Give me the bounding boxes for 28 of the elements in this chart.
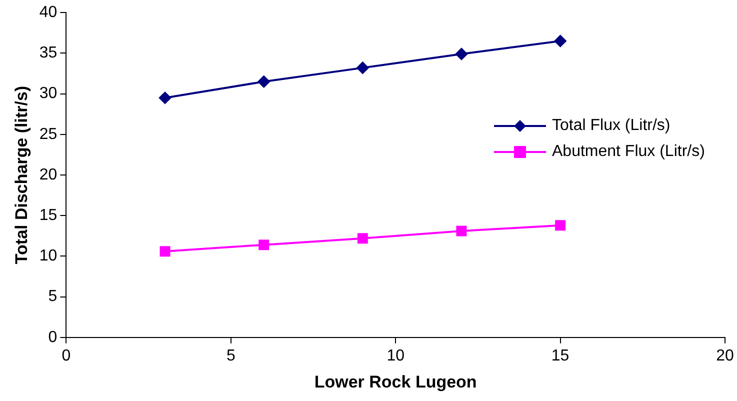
point xyxy=(160,246,170,257)
y-tick-label: 20 xyxy=(39,166,58,184)
y-tick-label: 10 xyxy=(39,248,58,265)
y-tick-label: 40 xyxy=(39,4,58,22)
y-tick-label: 15 xyxy=(39,207,58,224)
y-tick-label: 35 xyxy=(39,44,58,62)
legend-label: Total Flux (Litr/s) xyxy=(552,117,670,135)
x-tick-label: 5 xyxy=(226,347,236,364)
point xyxy=(555,220,566,231)
y-tick-label: 5 xyxy=(48,288,58,306)
x-tick-label: 0 xyxy=(62,347,71,364)
x-axis-title: Lower Rock Lugeon xyxy=(314,372,477,392)
y-tick-label: 25 xyxy=(39,126,58,143)
point xyxy=(456,226,467,236)
point xyxy=(455,48,468,60)
point xyxy=(554,35,566,48)
point xyxy=(159,92,172,104)
y-tick-label: 0 xyxy=(48,328,58,346)
point xyxy=(258,240,270,250)
x-tick-label: 20 xyxy=(716,347,734,364)
point xyxy=(258,76,270,88)
point xyxy=(357,233,368,244)
x-tick-label: 15 xyxy=(551,347,570,364)
point xyxy=(356,62,369,74)
legend-label: Abutment Flux (Litr/s) xyxy=(552,143,705,161)
y-axis-title: Total Discharge (litr/s) xyxy=(12,86,31,264)
y-tick-label: 30 xyxy=(39,85,58,102)
x-tick-label: 10 xyxy=(386,347,405,364)
